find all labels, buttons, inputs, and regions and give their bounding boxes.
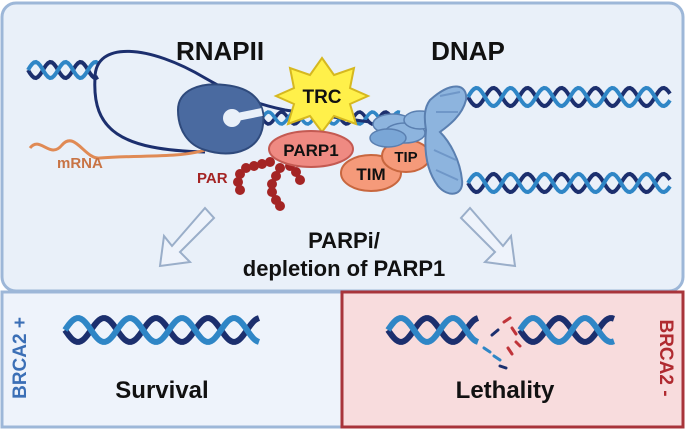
rnapii-label: RNAPII [176,36,264,66]
lethality-dna-left-helix [385,315,479,345]
lethality-label: Lethality [456,377,555,404]
treatment-line-1: PARPi/ [308,228,380,253]
mrna-strand [28,139,206,160]
parp1-icon [268,130,354,168]
parp1-label: PARP1 [283,141,338,160]
par-bead [271,171,281,181]
dnap-replisome-icon [369,85,468,195]
rnapii-icon [176,83,265,155]
right-panel [340,290,685,429]
lethality-dna-right-helix [517,315,615,345]
dna-fragment [492,354,502,362]
par-bead [265,157,275,167]
mrna-label: mRNA [57,155,103,172]
survival-label: Survival [115,377,208,404]
dna-fragment [490,328,500,337]
par-bead [233,177,243,187]
dna-break-fragments [482,316,522,370]
par-bead [249,161,259,171]
dna-fragment [482,346,492,354]
brca2-plus-label: BRCA2 + [10,317,31,399]
left-panel [0,290,344,429]
dna-layer [26,59,672,345]
dna-fork-upper-helix [466,85,672,109]
par-bead [275,163,285,173]
par-bead [275,201,285,211]
par-bead [291,167,301,177]
par-bead [295,175,305,185]
par-bead [235,185,245,195]
arrow-left-icon [158,206,216,268]
treatment-line-2: depletion of PARP1 [243,256,446,281]
par-label: PAR [197,170,228,187]
dna-fragment [514,340,522,348]
par-bead [267,187,277,197]
par-bead [267,179,277,189]
dna-fragment [506,346,514,356]
par-bead [257,159,267,169]
tim-label: TIM [356,165,385,184]
dna-upstream-helix [26,59,99,81]
tip-label: TIP [394,149,417,166]
survival-dna-helix [62,315,260,345]
dna-fragment [510,326,518,336]
par-bead [235,169,245,179]
dna-fragment [498,364,508,370]
transcription-bubble-strand-lower [93,77,206,154]
dna-fragment [502,316,512,324]
trc-label: TRC [302,87,341,108]
arrow-right-icon [459,206,517,268]
dnap-label: DNAP [431,36,505,66]
brca2-minus-label: BRCA2 - [655,319,676,396]
dna-fork-lower-helix [466,171,672,195]
